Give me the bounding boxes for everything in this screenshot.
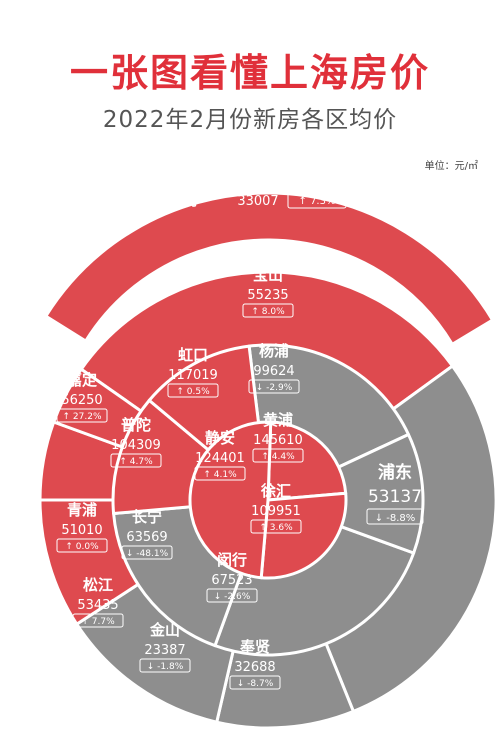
label-change-奉贤: ↓ -8.7% bbox=[237, 679, 274, 689]
label-name-徐汇: 徐汇 bbox=[260, 482, 291, 500]
change-box-嘉定 bbox=[56, 408, 108, 423]
label-change-静安: ↑ 4.1% bbox=[203, 470, 237, 480]
label-value-静安: 124401 bbox=[195, 451, 245, 466]
label-value-杨浦: 99624 bbox=[253, 364, 294, 379]
label-value-宝山: 55235 bbox=[247, 288, 288, 303]
label-name-奉贤: 奉贤 bbox=[239, 638, 270, 656]
sector-静安 bbox=[188, 420, 273, 580]
label-change-浦东: ↓ -8.8% bbox=[375, 513, 416, 524]
label-name-黄浦: 黄浦 bbox=[263, 411, 293, 429]
label-name-闵行: 闵行 bbox=[217, 551, 247, 569]
chart-subtitle: 2022年2月份新房各区均价 bbox=[102, 107, 398, 133]
label-change-杨浦: ↓ -2.9% bbox=[256, 383, 293, 393]
label-change-宝山: ↑ 8.0% bbox=[251, 307, 285, 317]
label-change-松江: ↑ 7.7% bbox=[81, 617, 115, 627]
label-change-黄浦: ↑ 4.4% bbox=[261, 452, 295, 462]
label-change-闵行: ↓ -2.6% bbox=[214, 592, 251, 602]
sector-崇明 bbox=[44, 191, 495, 346]
label-name-松江: 松江 bbox=[83, 576, 113, 594]
unit-label: 单位：元/㎡ bbox=[424, 161, 478, 172]
label-change-徐汇: ↑ 3.6% bbox=[259, 523, 293, 533]
change-box-奉贤 bbox=[229, 675, 281, 690]
change-box-浦东 bbox=[366, 508, 424, 525]
label-value-黄浦: 145610 bbox=[253, 433, 303, 448]
sector-徐汇 bbox=[259, 491, 348, 580]
label-value-徐汇: 109951 bbox=[251, 504, 301, 519]
label-name-金山: 金山 bbox=[149, 621, 180, 639]
label-value-崇明: 33007 bbox=[237, 194, 278, 209]
label-change-长宁: ↓ -48.1% bbox=[126, 549, 169, 559]
label-name-静安: 静安 bbox=[205, 429, 235, 447]
label-name-长宁: 长宁 bbox=[132, 508, 162, 526]
label-value-青浦: 51010 bbox=[61, 523, 102, 538]
label-name-虹口: 虹口 bbox=[178, 346, 208, 364]
change-box-徐汇 bbox=[250, 519, 302, 534]
label-value-嘉定: 56250 bbox=[61, 393, 102, 408]
label-value-长宁: 63569 bbox=[126, 530, 167, 545]
change-box-宝山 bbox=[242, 303, 294, 318]
label-value-普陀: 104309 bbox=[111, 438, 161, 453]
label-name-嘉定: 嘉定 bbox=[66, 371, 97, 389]
label-name-普陀: 普陀 bbox=[121, 416, 151, 434]
label-value-虹口: 117019 bbox=[168, 368, 218, 383]
change-box-闵行 bbox=[206, 588, 258, 603]
label-name-宝山: 宝山 bbox=[253, 266, 283, 284]
chart-title: 一张图看懂上海房价 bbox=[69, 51, 430, 95]
change-box-长宁 bbox=[121, 545, 173, 560]
label-change-虹口: ↑ 0.5% bbox=[176, 387, 210, 397]
label-change-崇明: ↑ 7.3% bbox=[299, 196, 336, 207]
change-box-金山 bbox=[139, 658, 191, 673]
label-name-杨浦: 杨浦 bbox=[259, 342, 289, 360]
label-name-浦东: 浦东 bbox=[378, 462, 412, 483]
change-box-静安 bbox=[194, 466, 246, 481]
label-name-青浦: 青浦 bbox=[67, 501, 97, 519]
sector-黄浦 bbox=[266, 420, 348, 502]
label-value-松江: 53435 bbox=[77, 598, 118, 613]
label-value-金山: 23387 bbox=[144, 643, 185, 658]
label-name-崇明: 崇明 bbox=[167, 191, 197, 209]
change-box-松江 bbox=[72, 613, 124, 628]
label-change-青浦: ↑ 0.0% bbox=[65, 542, 99, 552]
change-box-杨浦 bbox=[248, 379, 300, 394]
label-change-嘉定: ↑ 27.2% bbox=[63, 412, 102, 422]
change-box-黄浦 bbox=[252, 448, 304, 463]
label-value-浦东: 53137 bbox=[368, 487, 422, 507]
change-box-虹口 bbox=[167, 383, 219, 398]
label-change-金山: ↓ -1.8% bbox=[147, 662, 184, 672]
change-box-青浦 bbox=[56, 538, 108, 553]
change-box-普陀 bbox=[110, 453, 162, 468]
change-box-崇明 bbox=[287, 191, 347, 209]
label-change-普陀: ↑ 4.7% bbox=[119, 457, 153, 467]
label-value-奉贤: 32688 bbox=[234, 660, 275, 675]
label-value-闵行: 67523 bbox=[211, 573, 252, 588]
